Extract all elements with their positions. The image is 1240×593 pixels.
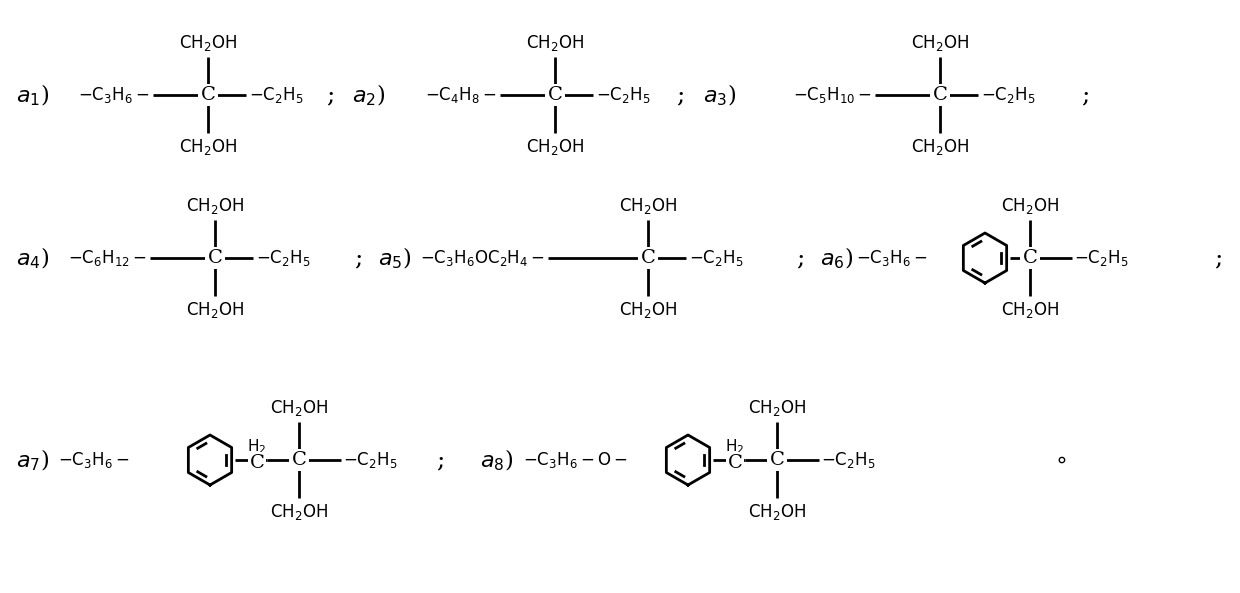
Text: ;: ;: [353, 247, 362, 269]
Text: C: C: [291, 451, 306, 469]
Text: $\mathit{a}_3$): $\mathit{a}_3$): [703, 82, 737, 107]
Text: ;: ;: [326, 84, 335, 107]
Text: $\mathit{a}_4$): $\mathit{a}_4$): [16, 246, 50, 270]
Text: $\mathit{a}_5$): $\mathit{a}_5$): [378, 246, 412, 270]
Text: $\mathrm{CH_2OH}$: $\mathrm{CH_2OH}$: [911, 137, 968, 157]
Text: $\mathrm{CH_2OH}$: $\mathrm{CH_2OH}$: [186, 196, 244, 216]
Text: $\mathit{a}_6$): $\mathit{a}_6$): [820, 246, 853, 270]
Text: ;: ;: [435, 448, 444, 471]
Text: ;: ;: [796, 247, 805, 269]
Text: $\mathrm{CH_2OH}$: $\mathrm{CH_2OH}$: [186, 300, 244, 320]
Text: $\mathrm{CH_2OH}$: $\mathrm{CH_2OH}$: [179, 137, 237, 157]
Text: $\mathrm{H_2}$: $\mathrm{H_2}$: [247, 438, 267, 457]
Text: $-\mathrm{C_2H_5}$: $-\mathrm{C_2H_5}$: [981, 85, 1035, 105]
Text: $\mathrm{CH_2OH}$: $\mathrm{CH_2OH}$: [526, 137, 584, 157]
Text: $\mathrm{CH_2OH}$: $\mathrm{CH_2OH}$: [179, 33, 237, 53]
Text: $-\mathrm{C_3H_6}-$: $-\mathrm{C_3H_6}-$: [856, 248, 928, 268]
Text: $-\mathrm{C_2H_5}$: $-\mathrm{C_2H_5}$: [1074, 248, 1128, 268]
Text: $\mathit{a}_7$): $\mathit{a}_7$): [16, 447, 50, 473]
Text: $-\mathrm{C_2H_5}$: $-\mathrm{C_2H_5}$: [249, 85, 304, 105]
Text: C: C: [641, 249, 656, 267]
Text: $-\mathrm{C_3H_6}-\mathrm{O}-$: $-\mathrm{C_3H_6}-\mathrm{O}-$: [523, 450, 629, 470]
Text: $\mathrm{CH_2OH}$: $\mathrm{CH_2OH}$: [619, 196, 677, 216]
Text: $\mathrm{CH_2OH}$: $\mathrm{CH_2OH}$: [748, 398, 806, 418]
Text: $-\mathrm{C_3H_6OC_2H_4}-$: $-\mathrm{C_3H_6OC_2H_4}-$: [420, 248, 546, 268]
Text: $\mathit{a}_8$): $\mathit{a}_8$): [480, 447, 513, 473]
Text: C: C: [548, 86, 563, 104]
Text: $\mathrm{H_2}$: $\mathrm{H_2}$: [725, 438, 745, 457]
Text: $\mathrm{CH_2OH}$: $\mathrm{CH_2OH}$: [526, 33, 584, 53]
Text: $\mathrm{CH_2OH}$: $\mathrm{CH_2OH}$: [619, 300, 677, 320]
Text: $\mathit{a}_2$): $\mathit{a}_2$): [352, 82, 386, 107]
Text: ;: ;: [676, 84, 684, 107]
Text: ;: ;: [1081, 84, 1089, 107]
Text: C: C: [207, 249, 222, 267]
Text: C: C: [249, 454, 264, 472]
Text: $-\mathrm{C_2H_5}$: $-\mathrm{C_2H_5}$: [343, 450, 398, 470]
Text: $\mathit{a}_1$): $\mathit{a}_1$): [16, 82, 50, 107]
Text: $\mathrm{CH_2OH}$: $\mathrm{CH_2OH}$: [270, 398, 329, 418]
Text: $\mathrm{CH_2OH}$: $\mathrm{CH_2OH}$: [1001, 300, 1059, 320]
Text: $\mathrm{CH_2OH}$: $\mathrm{CH_2OH}$: [911, 33, 968, 53]
Text: C: C: [728, 454, 743, 472]
Text: $\mathrm{CH_2OH}$: $\mathrm{CH_2OH}$: [270, 502, 329, 522]
Text: $-\mathrm{C_2H_5}$: $-\mathrm{C_2H_5}$: [596, 85, 651, 105]
Text: $-\mathrm{C_2H_5}$: $-\mathrm{C_2H_5}$: [255, 248, 311, 268]
Text: C: C: [1023, 249, 1038, 267]
Text: $-\mathrm{C_6H_{12}}-$: $-\mathrm{C_6H_{12}}-$: [68, 248, 148, 268]
Text: $-\mathrm{C_2H_5}$: $-\mathrm{C_2H_5}$: [689, 248, 744, 268]
Text: $-\mathrm{C_2H_5}$: $-\mathrm{C_2H_5}$: [821, 450, 875, 470]
Text: $\circ$: $\circ$: [1054, 449, 1066, 471]
Text: $-\mathrm{C_3H_6}-$: $-\mathrm{C_3H_6}-$: [78, 85, 150, 105]
Text: C: C: [201, 86, 216, 104]
Text: $\mathrm{CH_2OH}$: $\mathrm{CH_2OH}$: [748, 502, 806, 522]
Text: C: C: [770, 451, 785, 469]
Text: $-\mathrm{C_4H_8}-$: $-\mathrm{C_4H_8}-$: [425, 85, 497, 105]
Text: ;: ;: [1214, 247, 1223, 269]
Text: $\mathrm{CH_2OH}$: $\mathrm{CH_2OH}$: [1001, 196, 1059, 216]
Text: $-\mathrm{C_3H_6}-$: $-\mathrm{C_3H_6}-$: [58, 450, 130, 470]
Text: C: C: [932, 86, 947, 104]
Text: $-\mathrm{C_5H_{10}}-$: $-\mathrm{C_5H_{10}}-$: [794, 85, 872, 105]
